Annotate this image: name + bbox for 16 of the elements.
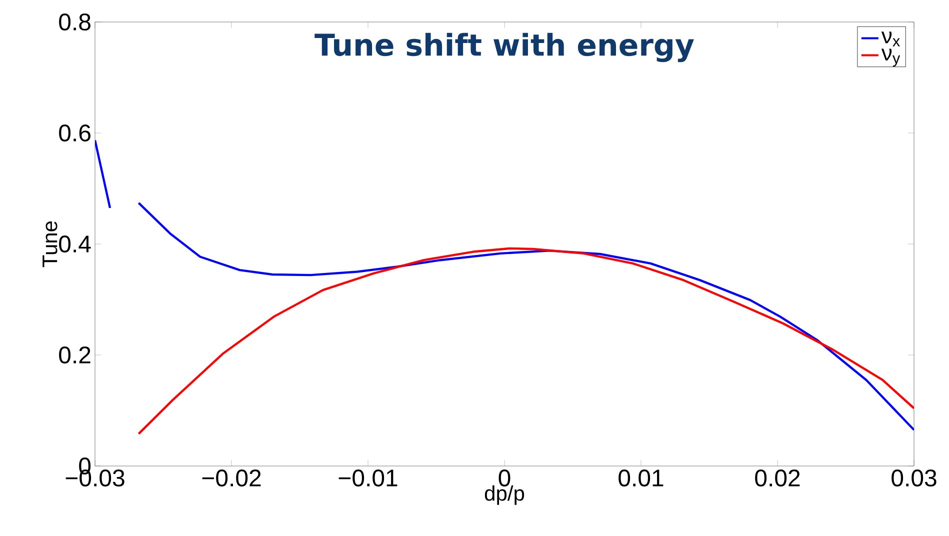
- line-series: [138, 247, 914, 435]
- x-tick-label: 0.03: [892, 470, 936, 487]
- x-axis-title: dp/p: [484, 485, 524, 505]
- x-tick-label: 0.02: [755, 470, 800, 487]
- y-axis-title: Tune: [42, 221, 58, 268]
- y-tick-label: 0.8: [59, 14, 90, 30]
- y-tick-label: 0.4: [59, 236, 91, 252]
- chart-title: Tune shift with energy: [314, 32, 694, 62]
- x-tick-label: −0.01: [338, 470, 398, 487]
- x-tick-label: 0.01: [618, 470, 664, 487]
- x-tick-label: 0: [498, 470, 510, 487]
- legend-label: ν$_{y}$: [881, 48, 900, 67]
- x-tick-label: −0.02: [202, 470, 261, 487]
- y-tick-label: 0.2: [59, 346, 90, 364]
- legend-label: ν$_{x}$: [881, 32, 900, 46]
- y-tick-label: 0.6: [59, 124, 90, 142]
